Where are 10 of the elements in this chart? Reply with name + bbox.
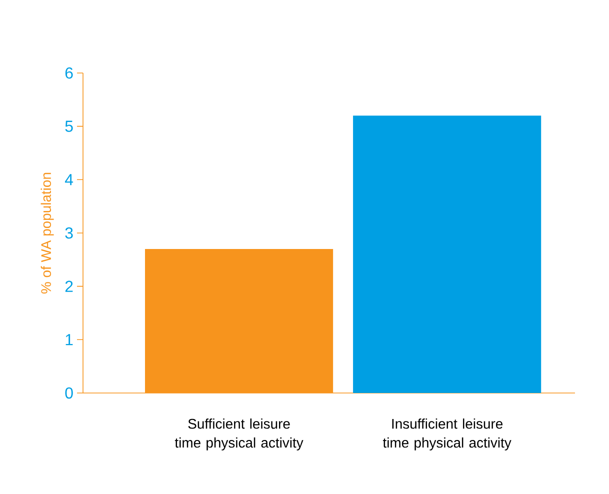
x-tick-label: Sufficient leisure time physical activity (174, 418, 304, 450)
y-tick-label: 4 (64, 174, 74, 186)
x-tick-label: Insufficient leisure time physical activity (382, 418, 512, 450)
y-tick-label: 0 (65, 387, 73, 399)
y-axis-title: % of WA population (40, 172, 54, 294)
y-tick-label: 3 (65, 227, 73, 239)
y-tick-label: 2 (65, 280, 73, 292)
y-tick-label: 6 (65, 67, 73, 79)
y-tick-label: 5 (65, 120, 73, 132)
y-tick-label: 1 (66, 334, 73, 346)
